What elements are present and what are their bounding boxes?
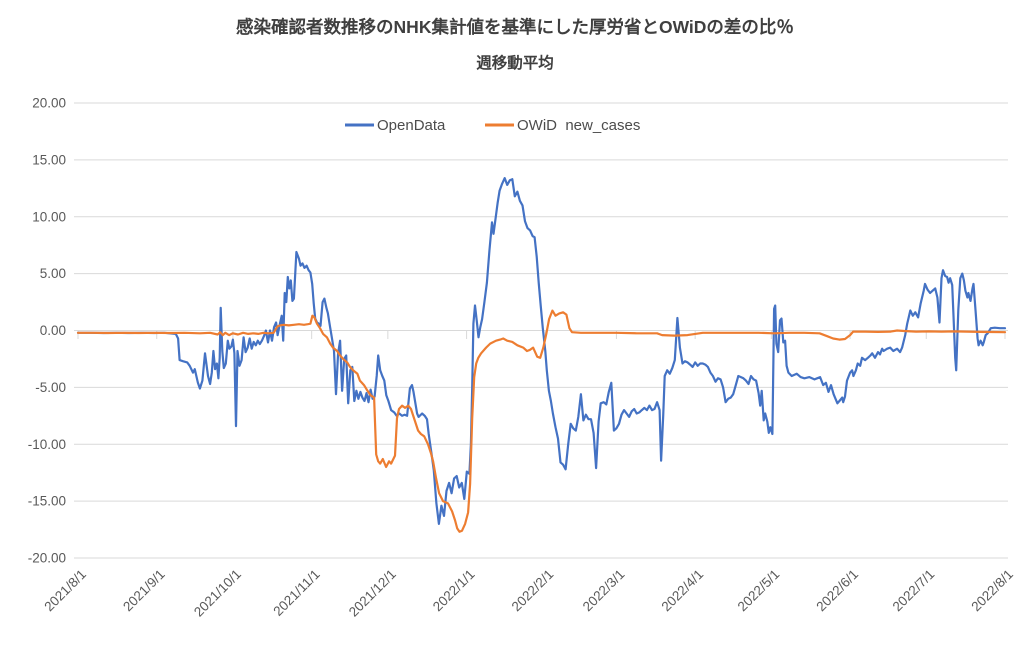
legend-label-opendata: OpenData (377, 117, 446, 134)
y-axis-tick-label-0: 20.00 (32, 96, 66, 111)
x-axis-tick-label-0: 2021/8/1 (41, 567, 89, 615)
y-axis-tick-label-5: -5.00 (35, 380, 66, 395)
y-axis-tick-label-6: -10.00 (28, 437, 66, 452)
y-axis-tick-label-3: 5.00 (40, 266, 66, 281)
x-axis-tick-label-10: 2022/6/1 (813, 567, 861, 615)
x-axis-tick-label-3: 2021/11/1 (270, 567, 322, 619)
y-axis-tick-label-7: -15.00 (28, 494, 66, 509)
series-line-owid-new-cases (76, 309, 1007, 533)
x-axis-tick-label-12: 2022/8/1 (968, 567, 1016, 615)
x-axis-tick-label-5: 2022/1/1 (430, 567, 478, 615)
series-layer (76, 177, 1007, 533)
x-axis-tick-label-9: 2022/5/1 (735, 567, 783, 615)
x-axis-tick-label-11: 2022/7/1 (890, 567, 938, 615)
x-axis-tick-label-2: 2021/10/1 (191, 567, 244, 620)
y-axis-tick-label-4: 0.00 (40, 323, 66, 338)
x-axis-tick-label-6: 2022/2/1 (509, 567, 557, 615)
chart-subtitle: 週移動平均 (476, 53, 554, 72)
y-axis-tick-label-1: 15.00 (32, 152, 66, 167)
gridline-layer (74, 102, 1008, 559)
y-axis-tick-label-2: 10.00 (32, 209, 66, 224)
series-line-opendata (76, 177, 1007, 526)
legend: OpenData OWiD new_cases (345, 117, 640, 134)
x-axis-tick-label-1: 2021/9/1 (120, 567, 168, 615)
chart-title: 感染確認者数推移のNHK集計値を基準にした厚労省とOWiDの差の比％ (236, 17, 794, 37)
x-axis-tick-label-7: 2022/3/1 (580, 567, 628, 615)
y-axis-tick-label-8: -20.00 (28, 551, 66, 566)
legend-label-owid: OWiD new_cases (517, 117, 640, 134)
x-axis-tick-label-8: 2022/4/1 (659, 567, 707, 615)
x-axis-tick-label-4: 2021/12/1 (346, 567, 399, 620)
